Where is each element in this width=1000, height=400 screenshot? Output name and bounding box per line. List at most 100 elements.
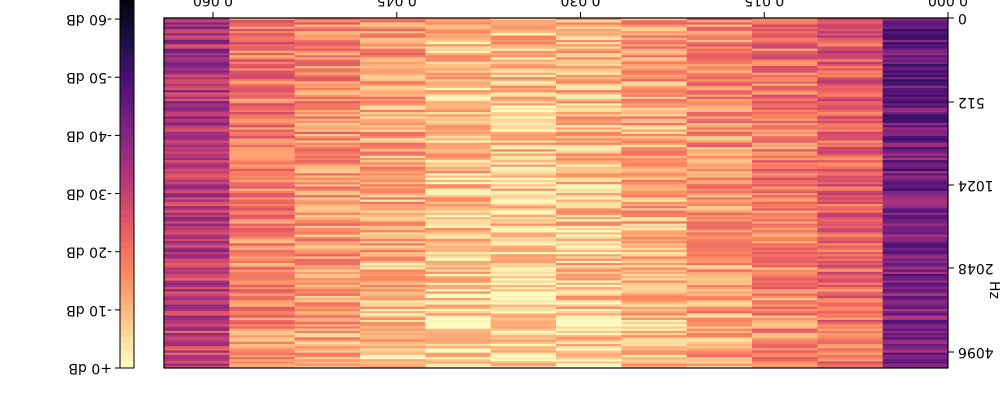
heatmap-cell <box>294 260 360 263</box>
heatmap-cell <box>555 360 622 364</box>
heatmap-cell <box>620 266 687 270</box>
heatmap-cell <box>228 142 295 145</box>
heatmap-cell <box>882 63 948 67</box>
heatmap-cell <box>163 76 230 80</box>
heatmap-cell <box>882 264 948 268</box>
heatmap-cell <box>751 153 818 156</box>
heatmap-cell <box>686 209 752 213</box>
heatmap-cell <box>555 338 622 342</box>
heatmap-cell <box>620 271 687 274</box>
heatmap-cell <box>882 174 948 178</box>
colorbar-segment <box>120 46 134 53</box>
heatmap-cell <box>294 227 360 231</box>
heatmap-cell <box>816 205 883 209</box>
heatmap-cell <box>816 50 883 53</box>
heatmap-cell <box>294 131 360 134</box>
heatmap-cell <box>294 266 360 270</box>
heatmap-cell <box>490 338 556 342</box>
heatmap-cell <box>359 52 426 56</box>
heatmap-cell <box>490 166 556 169</box>
heatmap-cell <box>490 96 556 99</box>
heatmap-cell <box>424 109 491 113</box>
heatmap-cell <box>555 356 622 360</box>
heatmap-cell <box>555 45 622 49</box>
heatmap-cell <box>816 354 883 358</box>
heatmap-cell <box>555 334 622 338</box>
heatmap-cell <box>490 37 556 40</box>
heatmap-cell <box>751 212 818 215</box>
heatmap-cell <box>424 354 491 358</box>
heatmap-cell <box>686 310 752 314</box>
heatmap-cell <box>294 43 360 47</box>
heatmap-cell <box>620 150 687 154</box>
heatmap-cell <box>882 161 948 165</box>
heatmap-cell <box>620 188 687 191</box>
heatmap-cell <box>424 262 491 266</box>
heatmap-cell <box>490 303 556 307</box>
heatmap-cell <box>228 196 295 200</box>
heatmap-cell <box>163 142 230 145</box>
heatmap-cell <box>163 133 230 137</box>
heatmap-cell <box>359 21 426 25</box>
heatmap-cell <box>882 194 948 198</box>
heatmap-cell <box>359 275 426 279</box>
heatmap-cell <box>490 183 556 187</box>
heatmap-cell <box>555 352 622 355</box>
heatmap-cell <box>620 142 687 145</box>
heatmap-cell <box>163 310 230 314</box>
heatmap-cell <box>620 209 687 213</box>
heatmap-cell <box>294 153 360 156</box>
heatmap-cell <box>294 179 360 183</box>
heatmap-cell <box>294 284 360 288</box>
heatmap-cell <box>490 61 556 64</box>
heatmap-cell <box>490 358 556 362</box>
heatmap-cell <box>882 23 948 27</box>
heatmap-cell <box>163 282 230 285</box>
heatmap-cell <box>751 345 818 349</box>
heatmap-cell <box>751 328 818 331</box>
heatmap-cell <box>555 240 622 244</box>
heatmap-cell <box>228 163 295 167</box>
heatmap-cell <box>882 21 948 25</box>
heatmap-cell <box>228 240 295 244</box>
heatmap-cell <box>359 251 426 255</box>
heatmap-cell <box>294 45 360 49</box>
heatmap-cell <box>555 161 622 165</box>
heatmap-cell <box>424 229 491 233</box>
heatmap-cell <box>424 93 491 97</box>
heatmap-cell <box>620 306 687 309</box>
heatmap-cell <box>686 124 752 128</box>
heatmap-cell <box>424 72 491 75</box>
heatmap-cell <box>424 244 491 248</box>
heatmap-cell <box>359 163 426 167</box>
heatmap-cell <box>424 201 491 204</box>
heatmap-cell <box>751 284 818 288</box>
heatmap-cell <box>294 338 360 342</box>
heatmap-cell <box>751 26 818 29</box>
heatmap-cell <box>620 72 687 75</box>
heatmap-cell <box>490 181 556 185</box>
heatmap-cell <box>424 43 491 47</box>
heatmap-cell <box>555 323 622 327</box>
heatmap-cell <box>882 290 948 294</box>
heatmap-cell <box>620 107 687 110</box>
heatmap-cell <box>555 67 622 71</box>
heatmap-cell <box>359 347 426 351</box>
heatmap-cell <box>424 148 491 152</box>
heatmap-cell <box>163 122 230 126</box>
heatmap-cell <box>294 48 360 51</box>
heatmap-cell <box>294 26 360 29</box>
heatmap-cell <box>359 63 426 67</box>
heatmap-cell <box>294 273 360 277</box>
heatmap-cell <box>294 258 360 261</box>
heatmap-cell <box>490 262 556 266</box>
heatmap-cell <box>686 332 752 336</box>
heatmap-cell <box>882 163 948 167</box>
heatmap-cell <box>686 297 752 301</box>
heatmap-cell <box>620 352 687 355</box>
heatmap-cell <box>751 290 818 294</box>
heatmap-cell <box>359 41 426 45</box>
heatmap-cell <box>490 153 556 156</box>
heatmap-cell <box>816 69 883 73</box>
heatmap-cell <box>816 177 883 180</box>
